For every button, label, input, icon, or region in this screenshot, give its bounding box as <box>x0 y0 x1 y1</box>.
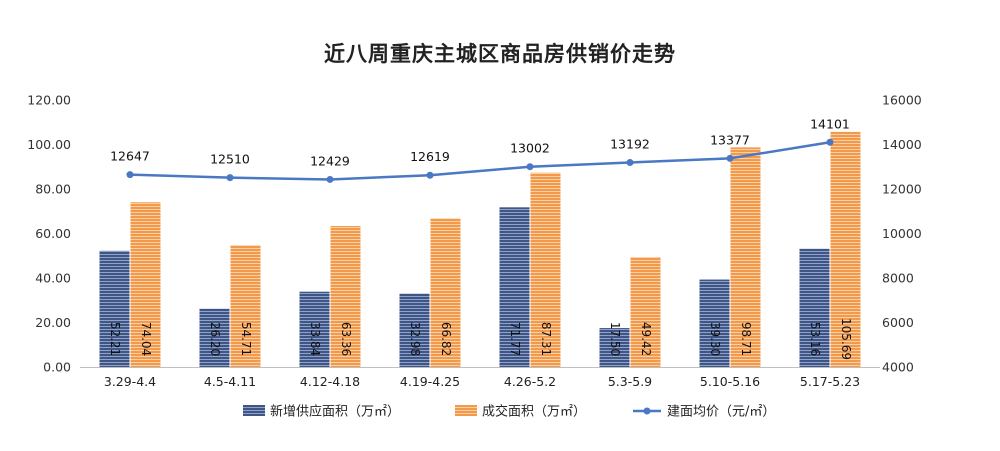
price-point <box>126 171 134 179</box>
y-left-tick-label: 120.00 <box>27 93 71 108</box>
x-tick-label: 4.26-5.2 <box>504 374 556 389</box>
y-left-tick-label: 40.00 <box>35 271 71 286</box>
price-value-label: 12510 <box>210 152 250 167</box>
sales-bar <box>830 131 861 367</box>
y-right-tick-label: 4000 <box>882 360 914 375</box>
sales-value-label: 74.04 <box>139 322 153 356</box>
supply-value-label: 26.20 <box>208 322 222 356</box>
price-point <box>226 174 234 182</box>
sales-value-label: 98.71 <box>739 322 753 356</box>
y-right-tick-label: 16000 <box>882 93 922 108</box>
sales-value-label: 66.82 <box>439 322 453 356</box>
sales-bar <box>230 245 261 367</box>
sales-value-label: 63.36 <box>339 322 353 356</box>
y-right-tick-label: 6000 <box>882 315 914 330</box>
x-tick-label: 5.10-5.16 <box>700 374 760 389</box>
x-tick-label: 4.5-4.11 <box>204 374 256 389</box>
legend-sales-swatch <box>455 405 477 416</box>
sales-bar <box>430 218 461 367</box>
price-value-label: 13192 <box>610 136 650 151</box>
supply-bar <box>499 207 530 367</box>
x-tick-label: 4.19-4.25 <box>400 374 460 389</box>
price-value-label: 13377 <box>710 132 750 147</box>
supply-bar <box>199 308 230 367</box>
price-point <box>426 171 434 179</box>
price-point <box>326 175 334 183</box>
x-tick-label: 5.3-5.9 <box>608 374 652 389</box>
sales-value-label: 54.71 <box>239 322 253 356</box>
supply-bar <box>599 328 630 367</box>
supply-value-label: 53.16 <box>808 322 822 356</box>
y-left-tick-label: 60.00 <box>35 226 71 241</box>
price-value-label: 12429 <box>310 153 350 168</box>
y-right-tick-label: 8000 <box>882 271 914 286</box>
supply-bar <box>799 248 830 367</box>
y-left-tick-label: 80.00 <box>35 182 71 197</box>
sales-bar <box>530 172 561 367</box>
y-left-tick-label: 100.00 <box>27 137 71 152</box>
price-line <box>129 141 831 181</box>
price-value-label: 14101 <box>810 116 850 131</box>
price-value-label: 13002 <box>510 141 550 156</box>
x-tick-label: 3.29-4.4 <box>104 374 156 389</box>
legend-price-marker <box>643 407 651 415</box>
sales-value-label: 105.69 <box>839 318 853 360</box>
sales-bar <box>330 226 361 367</box>
sales-bar <box>130 202 161 367</box>
legend-supply-swatch <box>243 405 265 416</box>
sales-value-label: 49.42 <box>639 322 653 356</box>
legend-price-label: 建面均价（元/㎡） <box>667 405 775 420</box>
supply-value-label: 33.84 <box>308 322 322 356</box>
supply-bar <box>399 293 430 367</box>
price-point <box>826 138 834 146</box>
supply-bar <box>699 279 730 367</box>
sales-value-label: 87.31 <box>539 322 553 356</box>
supply-bar <box>99 250 130 367</box>
y-right-tick-label: 14000 <box>882 137 922 152</box>
y-right-tick-label: 10000 <box>882 226 922 241</box>
supply-value-label: 39.30 <box>708 322 722 356</box>
supply-value-label: 17.50 <box>608 322 622 356</box>
supply-value-label: 32.98 <box>408 322 422 356</box>
sales-bar <box>730 147 761 367</box>
legend-sales-label: 成交面积（万㎡） <box>482 404 586 420</box>
y-left-tick-label: 0.00 <box>43 360 71 375</box>
price-point <box>526 163 534 171</box>
price-point <box>726 154 734 162</box>
supply-value-label: 52.21 <box>108 322 122 356</box>
price-point <box>626 158 634 166</box>
x-tick-label: 4.12-4.18 <box>300 374 360 389</box>
supply-value-label: 71.77 <box>508 322 522 356</box>
supply-bar <box>299 291 330 367</box>
y-left-tick-label: 20.00 <box>35 315 71 330</box>
y-right-tick-label: 12000 <box>882 182 922 197</box>
sales-bar <box>630 257 661 367</box>
legend-supply-label: 新增供应面积（万㎡） <box>270 404 400 420</box>
price-value-label: 12619 <box>410 149 450 164</box>
x-tick-label: 5.17-5.23 <box>800 374 860 389</box>
chart-title: 近八周重庆主城区商品房供销价走势 <box>324 42 676 66</box>
price-value-label: 12647 <box>110 149 150 164</box>
